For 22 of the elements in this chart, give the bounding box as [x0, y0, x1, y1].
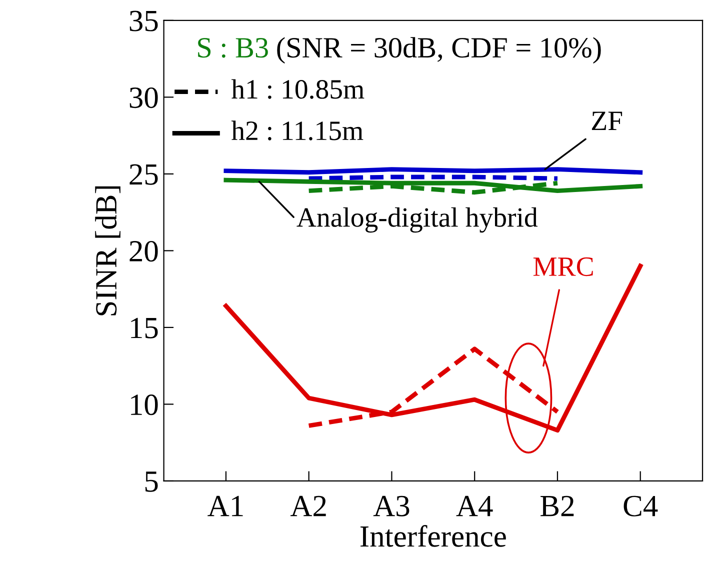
annotation: ZF [592, 112, 622, 130]
annotation: MRC [533, 257, 593, 276]
y-tick-label: 30 [130, 87, 158, 108]
annotation: h2 : 11.15m [231, 120, 364, 140]
line-series [224, 178, 643, 194]
y-tick-label: 25 [130, 164, 158, 185]
x-tick-label: B2 [540, 496, 574, 516]
x-axis-title: Interference [360, 525, 506, 547]
y-tick-label: 15 [131, 318, 158, 338]
x-tick-label: A2 [290, 496, 326, 516]
annotation: Analog-digital hybrid [296, 207, 538, 233]
y-tick-label: 10 [131, 394, 158, 416]
x-tick-label: A1 [208, 496, 243, 516]
x-tick-label: A4 [456, 496, 493, 516]
y-tick-label: 35 [130, 10, 158, 32]
text: S : B3 (SNR = 30dB, CDF = 10%) [198, 37, 601, 64]
x-tick-label: A3 [373, 496, 410, 516]
annotation: h1 : 10.85m [231, 79, 364, 99]
y-tick-label: 5 [145, 472, 158, 492]
y-axis-title: SINR [dB] [95, 186, 120, 316]
y-tick-label: 20 [130, 240, 158, 262]
x-tick-label: C4 [624, 496, 658, 516]
